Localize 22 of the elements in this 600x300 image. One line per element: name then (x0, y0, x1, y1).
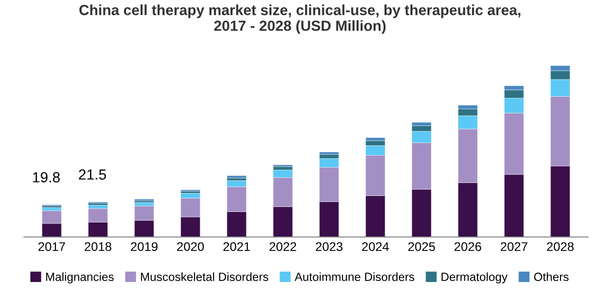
x-tick-label: 2026 (454, 242, 482, 252)
x-tick-label: 2017 (38, 242, 66, 252)
x-tick-label: 2018 (84, 242, 112, 252)
legend-label: Malignancies (46, 272, 114, 284)
legend-label: Muscoskeletal Disorders (141, 272, 268, 282)
x-tick-label: 2023 (316, 242, 342, 252)
x-tick-label: 2020 (177, 242, 204, 252)
annotation: 19.8 (33, 172, 60, 182)
legend-label: Autoimmune Disorders (294, 272, 414, 282)
annotation: 21.5 (78, 169, 106, 180)
bar (319, 152, 339, 155)
x-tick-label: 2025 (408, 242, 435, 252)
bar (226, 175, 247, 178)
x-tick-label: 2021 (223, 242, 250, 252)
legend-label: Others (534, 272, 569, 282)
x-tick-label: 2024 (362, 242, 389, 252)
x-tick-label: 2022 (270, 242, 296, 252)
legend-label: Dermatology (442, 272, 508, 284)
chart-title: China cell therapy market size, clinical-use, by therapeutic area, 2017 - 2028 (USD Million) (79, 4, 520, 34)
x-tick-label: 2027 (500, 242, 528, 252)
x-tick-label: 2028 (546, 242, 574, 252)
x-tick-label: 2019 (130, 242, 158, 252)
